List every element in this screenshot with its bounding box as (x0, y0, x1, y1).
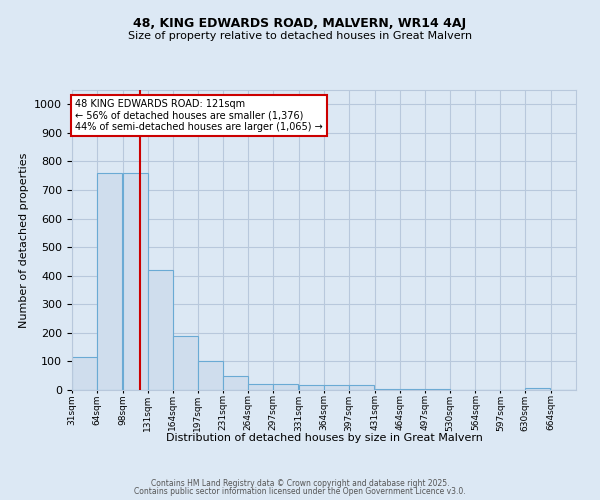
Bar (123, 173, 148, 390)
Y-axis label: Number of detached properties: Number of detached properties (19, 152, 29, 328)
Text: Contains public sector information licensed under the Open Government Licence v3: Contains public sector information licen… (134, 487, 466, 496)
Bar (97, 173, 122, 390)
Text: Size of property relative to detached houses in Great Malvern: Size of property relative to detached ho… (128, 31, 472, 41)
Text: 48, KING EDWARDS ROAD, MALVERN, WR14 4AJ: 48, KING EDWARDS ROAD, MALVERN, WR14 4AJ (133, 18, 467, 30)
Bar (197, 362, 223, 390)
Bar (299, 385, 324, 390)
X-axis label: Distribution of detached houses by size in Great Malvern: Distribution of detached houses by size … (166, 434, 482, 444)
Bar (173, 336, 197, 390)
Bar (223, 376, 248, 390)
Bar (72, 357, 97, 390)
Bar (525, 388, 550, 390)
Text: Contains HM Land Registry data © Crown copyright and database right 2025.: Contains HM Land Registry data © Crown c… (151, 478, 449, 488)
Bar (148, 270, 173, 390)
Bar (349, 385, 374, 390)
Bar (375, 388, 400, 390)
Bar (324, 385, 349, 390)
Text: 48 KING EDWARDS ROAD: 121sqm
← 56% of detached houses are smaller (1,376)
44% of: 48 KING EDWARDS ROAD: 121sqm ← 56% of de… (75, 98, 323, 132)
Bar (273, 384, 298, 390)
Bar (248, 384, 273, 390)
